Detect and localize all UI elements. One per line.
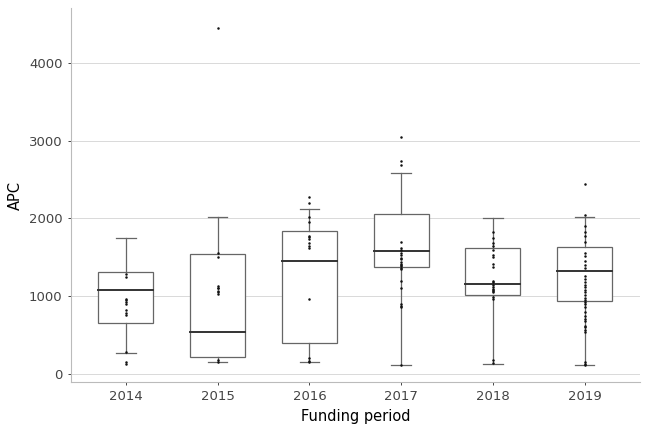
Bar xyxy=(190,254,245,357)
Bar xyxy=(282,231,337,343)
X-axis label: Funding period: Funding period xyxy=(301,409,410,424)
Bar xyxy=(374,214,429,267)
Bar xyxy=(98,272,154,324)
Y-axis label: APC: APC xyxy=(8,181,23,210)
Bar xyxy=(557,247,612,301)
Bar xyxy=(465,248,520,295)
